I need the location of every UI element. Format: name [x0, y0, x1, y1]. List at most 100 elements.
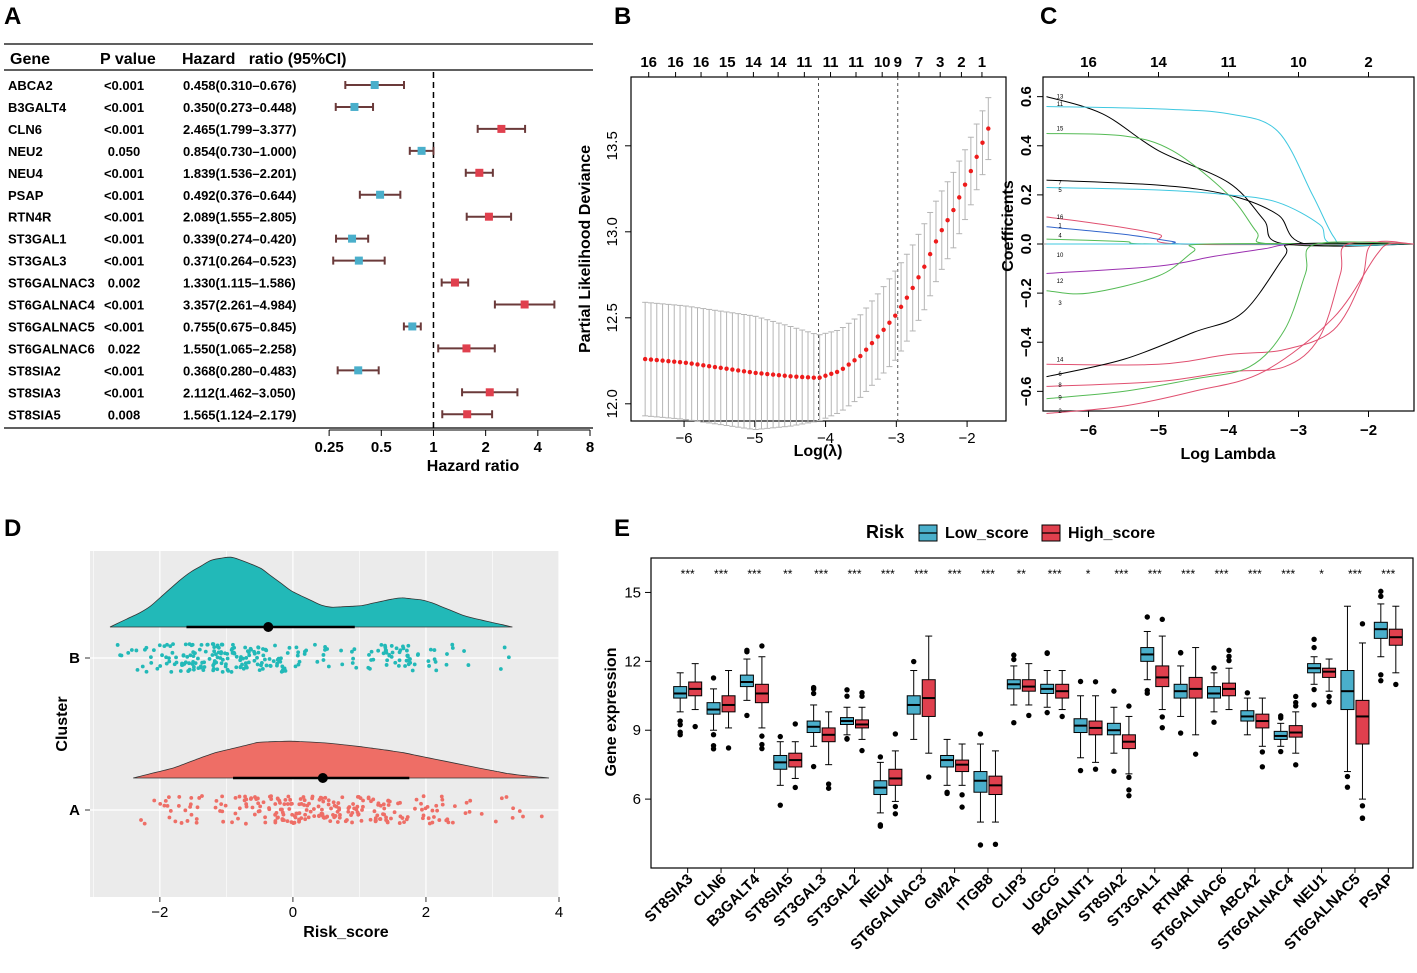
- boxplot-box: [1322, 667, 1337, 678]
- raincloud-point: [378, 817, 382, 821]
- lasso-cv-top-label: 14: [770, 54, 787, 71]
- forest-x-tick-label: 0.5: [371, 439, 392, 456]
- lasso-cv-point: [747, 369, 753, 375]
- lasso-cv-point: [817, 375, 822, 380]
- legend-label-high: High_score: [1068, 525, 1155, 542]
- boxplot-outlier: [1344, 773, 1351, 780]
- lasso-coef-path-label: 14: [1057, 357, 1064, 363]
- raincloud-point: [420, 807, 424, 812]
- forest-point: [450, 278, 459, 287]
- boxplot-outlier: [926, 774, 932, 780]
- raincloud-x-tick-label: 0: [289, 904, 297, 921]
- boxplot-outlier: [992, 841, 999, 847]
- lasso-cv-point: [951, 207, 956, 213]
- lasso-coef-path-label: 4: [1058, 233, 1062, 239]
- forest-row-p-value: 0.008: [108, 407, 141, 422]
- raincloud-point: [435, 808, 440, 813]
- raincloud-point: [426, 816, 431, 821]
- raincloud-point: [320, 807, 324, 812]
- raincloud-point: [301, 795, 306, 799]
- boxplot-outlier: [1192, 751, 1199, 757]
- raincloud-point: [237, 806, 242, 811]
- lasso-cv-x-tick-label: −5: [746, 430, 763, 447]
- raincloud-point: [167, 795, 171, 800]
- raincloud-point: [450, 646, 455, 650]
- lasso-cv-plot: Log(λ) Partial Likelihood Deviance −6 −5 −…: [577, 54, 1007, 460]
- raincloud-point: [172, 662, 177, 667]
- raincloud-point: [126, 650, 131, 655]
- raincloud-point: [504, 795, 509, 799]
- forest-row-hr-text: 2.089(1.555–2.805): [183, 210, 296, 225]
- boxplot-outlier: [1311, 686, 1317, 693]
- raincloud-point: [179, 821, 184, 825]
- raincloud-point: [257, 668, 262, 673]
- raincloud-point: [392, 810, 397, 815]
- forest-row-p-value: <0.001: [104, 122, 144, 137]
- raincloud-point: [247, 653, 252, 658]
- raincloud-point: [252, 658, 257, 663]
- boxplot-outlier: [1211, 665, 1217, 671]
- forest-row-hr-text: 2.465(1.799–3.377): [183, 122, 296, 137]
- lasso-coef-top-label: 11: [1221, 54, 1237, 71]
- boxplot-outlier: [744, 647, 750, 654]
- raincloud-point: [434, 803, 439, 808]
- forest-point: [520, 300, 529, 309]
- forest-plot: Gene P value Hazard ratio (95%CI) Hazard…: [4, 43, 594, 475]
- forest-row-p-value: 0.022: [108, 341, 141, 356]
- raincloud-point: [277, 798, 282, 803]
- forest-row-p-value: <0.001: [104, 385, 144, 400]
- lasso-coef-path-label: 8: [1058, 383, 1062, 389]
- raincloud-point: [263, 820, 268, 825]
- raincloud-point: [167, 815, 172, 820]
- lasso-cv-y-label: Partial Likelihood Deviance: [577, 145, 594, 353]
- raincloud-point: [467, 809, 472, 814]
- forest-row-hr-text: 0.371(0.264–0.523): [183, 254, 296, 269]
- boxplot-outlier: [1044, 650, 1050, 657]
- raincloud-point: [303, 817, 308, 822]
- boxplot-outlier: [1126, 787, 1132, 793]
- raincloud-point: [345, 818, 349, 822]
- raincloud-point: [425, 805, 430, 809]
- raincloud-point: [198, 664, 203, 669]
- lasso-cv-x-tick-label: −2: [959, 430, 976, 447]
- forest-row-p-value: <0.001: [104, 254, 144, 269]
- boxplot-significance: ***: [814, 567, 828, 581]
- raincloud-point: [346, 806, 351, 811]
- boxplot-outlier: [977, 842, 984, 848]
- raincloud-point: [368, 817, 373, 822]
- boxplot-outlier: [1293, 693, 1299, 700]
- header-hazard-ratio: Hazard ratio (95%CI): [182, 51, 346, 68]
- raincloud-point: [262, 657, 267, 662]
- raincloud-point: [230, 820, 234, 825]
- raincloud-x-tick-label: −2: [151, 904, 168, 921]
- boxplot-outlier: [1111, 688, 1117, 694]
- raincloud-point: [350, 810, 355, 815]
- boxplot-legend: Risk Low_score High_score: [866, 522, 1155, 542]
- boxplot-outlier: [1177, 730, 1184, 736]
- expression-boxplot: Gene expression Risk Low_score High_scor…: [603, 522, 1414, 954]
- boxplot-outlier: [810, 686, 817, 692]
- raincloud-point: [296, 662, 301, 667]
- lasso-coef-x-label: Log Lambda: [1180, 446, 1275, 463]
- boxplot-outlier: [1177, 650, 1184, 656]
- boxplot-outlier: [1326, 693, 1332, 700]
- raincloud-point: [439, 794, 444, 799]
- raincloud-point: [158, 664, 163, 668]
- forest-point: [348, 234, 357, 243]
- boxplot-outlier: [810, 690, 817, 697]
- boxplot-outlier: [1077, 767, 1084, 774]
- boxplot-outlier: [1011, 719, 1017, 726]
- raincloud-point: [157, 643, 162, 648]
- raincloud-point: [378, 803, 383, 808]
- raincloud-point: [185, 654, 190, 659]
- forest-row-gene: ST6GALNAC5: [8, 319, 95, 334]
- raincloud-point: [292, 814, 297, 819]
- boxplot-outlier: [1059, 713, 1065, 720]
- lasso-coef-path: [1046, 241, 1415, 387]
- lasso-coef-path-label: 1: [1058, 224, 1062, 230]
- boxplot-box: [955, 759, 970, 773]
- raincloud-point: [151, 648, 156, 653]
- raincloud-point: [164, 655, 169, 660]
- boxplot-box: [1021, 679, 1036, 692]
- raincloud-point: [413, 806, 417, 811]
